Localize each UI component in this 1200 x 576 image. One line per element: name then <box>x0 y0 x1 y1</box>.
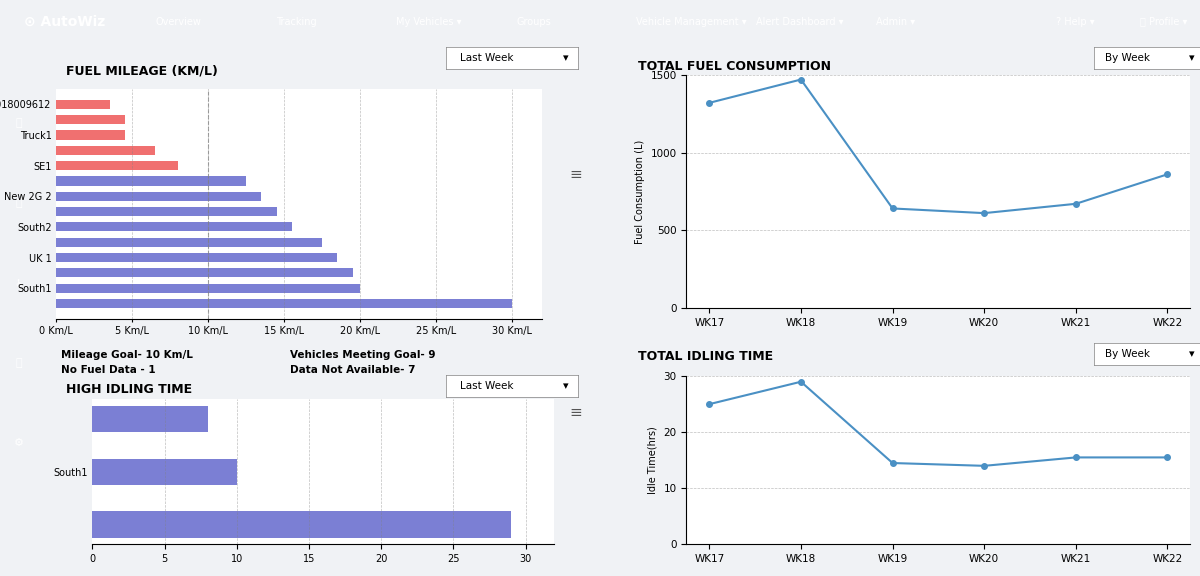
Y-axis label: Idle Time(hrs): Idle Time(hrs) <box>648 426 658 494</box>
Bar <box>56 222 292 232</box>
Bar <box>56 238 322 247</box>
Bar <box>56 192 262 201</box>
Text: Groups: Groups <box>516 17 551 26</box>
Text: HIGH IDLING TIME: HIGH IDLING TIME <box>66 383 192 396</box>
Text: By Week: By Week <box>1105 53 1151 63</box>
Text: By Week: By Week <box>1105 348 1151 359</box>
Text: Tracking: Tracking <box>276 17 317 26</box>
Text: Data Not Available- 7: Data Not Available- 7 <box>290 365 415 375</box>
Text: FUEL MILEAGE (KM/L): FUEL MILEAGE (KM/L) <box>66 64 218 77</box>
Text: ? Help ▾: ? Help ▾ <box>1056 17 1094 26</box>
Text: Admin ▾: Admin ▾ <box>876 17 916 26</box>
Text: My Vehicles ▾: My Vehicles ▾ <box>396 17 462 26</box>
Bar <box>56 299 512 308</box>
Bar <box>56 115 125 124</box>
Text: ▾: ▾ <box>563 381 568 391</box>
Text: ≡: ≡ <box>569 405 582 420</box>
Text: ▾: ▾ <box>1189 348 1195 359</box>
Y-axis label: Fuel Consumption (L): Fuel Consumption (L) <box>635 139 644 244</box>
Text: 👤 Profile ▾: 👤 Profile ▾ <box>1140 17 1187 26</box>
Bar <box>56 283 360 293</box>
Text: ▾: ▾ <box>1189 53 1195 63</box>
Text: ⊙ AutoWiz: ⊙ AutoWiz <box>24 14 106 29</box>
Bar <box>56 146 155 155</box>
Bar <box>92 511 511 538</box>
Bar <box>56 253 337 262</box>
Text: Vehicle Management ▾: Vehicle Management ▾ <box>636 17 746 26</box>
Text: ♿: ♿ <box>14 278 24 288</box>
Text: TOTAL IDLING TIME: TOTAL IDLING TIME <box>638 350 773 363</box>
Text: Mileage Goal- 10 Km/L: Mileage Goal- 10 Km/L <box>61 350 193 361</box>
Bar <box>92 406 208 433</box>
Text: Last Week: Last Week <box>460 53 514 63</box>
Bar <box>56 268 353 278</box>
Bar <box>56 207 277 216</box>
Text: 🚗: 🚗 <box>16 198 23 208</box>
Text: TOTAL FUEL CONSUMPTION: TOTAL FUEL CONSUMPTION <box>638 60 832 74</box>
Bar <box>56 100 109 109</box>
Bar <box>56 176 246 185</box>
Text: No Fuel Data - 1: No Fuel Data - 1 <box>61 365 156 375</box>
Bar <box>92 458 236 485</box>
Text: ▾: ▾ <box>563 53 568 63</box>
Text: 📊: 📊 <box>16 118 23 128</box>
Text: 🔧: 🔧 <box>16 358 23 368</box>
Text: Last Week: Last Week <box>460 381 514 391</box>
Text: ⚙: ⚙ <box>14 438 24 448</box>
Text: Vehicles Meeting Goal- 9: Vehicles Meeting Goal- 9 <box>290 350 436 361</box>
Bar <box>56 161 178 170</box>
Text: Alert Dashboard ▾: Alert Dashboard ▾ <box>756 17 844 26</box>
Bar <box>56 130 125 139</box>
Text: Overview: Overview <box>156 17 202 26</box>
Text: ≡: ≡ <box>569 167 582 182</box>
